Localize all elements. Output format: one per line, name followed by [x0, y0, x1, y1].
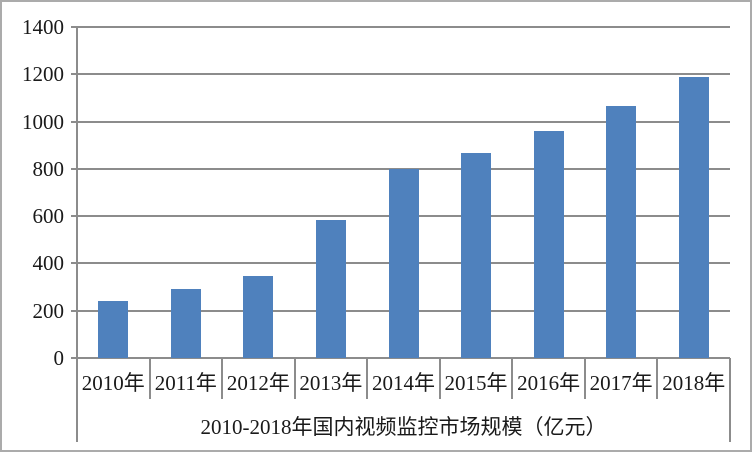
y-tick-label: 1200 — [22, 62, 64, 87]
gridline — [71, 120, 730, 123]
x-tick-label: 2010年 — [81, 371, 145, 395]
gridline — [71, 26, 730, 28]
y-tick-label: 1400 — [22, 15, 64, 39]
category-divider — [366, 358, 369, 399]
bar-2016年 — [533, 131, 564, 358]
bar-2013年 — [315, 219, 346, 358]
category-divider — [656, 358, 659, 399]
bar-2018年 — [678, 76, 709, 358]
x-tick-label: 2012年 — [226, 371, 290, 395]
y-tick-label: 200 — [32, 298, 65, 323]
x-tick-label: 2018年 — [662, 371, 726, 395]
x-tick-label: 2016年 — [517, 371, 581, 395]
y-tick-label: 800 — [32, 156, 65, 181]
x-tick-label: 2014年 — [371, 371, 435, 395]
axis-end-line — [76, 358, 78, 442]
y-axis-line — [76, 27, 78, 358]
bar-2015年 — [461, 153, 492, 358]
x-tick-label: 2013年 — [299, 371, 363, 395]
bar-2014年 — [388, 168, 419, 358]
bar-2012年 — [243, 276, 274, 358]
category-divider — [583, 358, 586, 399]
chart-title: 2010-2018年国内视频监控市场规模（亿元） — [200, 415, 607, 439]
x-tick-label: 2011年 — [154, 371, 217, 395]
category-divider — [221, 358, 224, 399]
category-divider — [511, 358, 514, 399]
bar-2011年 — [170, 289, 201, 358]
x-tick-label: 2017年 — [589, 371, 653, 395]
y-tick-label: 1000 — [22, 109, 64, 134]
axis-end-line — [729, 358, 731, 442]
y-tick-label: 0 — [53, 346, 65, 370]
bar-2010年 — [98, 301, 129, 358]
category-divider — [148, 358, 151, 399]
x-axis-line — [71, 357, 730, 359]
x-tick-label: 2015年 — [444, 371, 508, 395]
category-divider — [438, 358, 441, 399]
y-tick-label: 600 — [32, 204, 65, 229]
y-tick-label: 400 — [32, 251, 65, 276]
gridline — [71, 73, 730, 76]
category-divider — [293, 358, 296, 399]
bar-2017年 — [606, 106, 637, 358]
